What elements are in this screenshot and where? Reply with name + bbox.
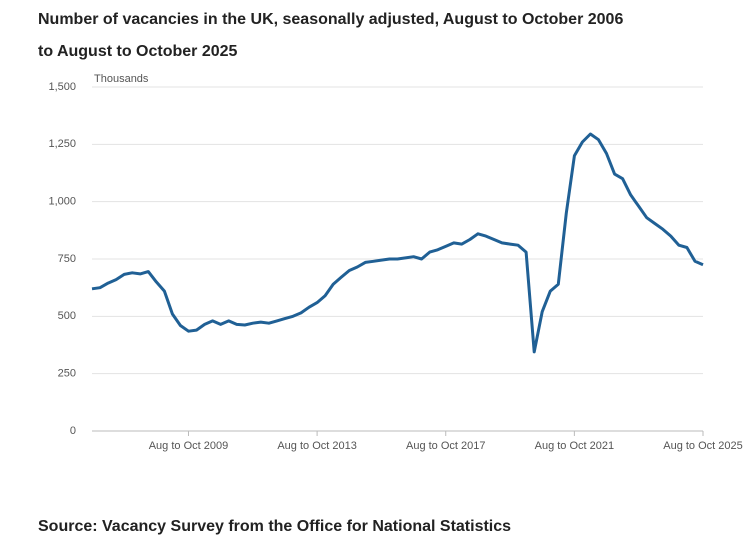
y-axis-label: Thousands <box>94 73 149 85</box>
y-tick-label: 250 <box>58 368 76 380</box>
line <box>91 132 704 354</box>
source: Source: Vacancy Survey from the Office f… <box>38 518 512 535</box>
x-tick-label: Aug to Oct 2017 <box>406 440 486 452</box>
x-tick-label: Aug to Oct 2013 <box>277 440 357 452</box>
y-tick-label: 500 <box>58 310 76 322</box>
x-tick-label: Aug to Oct 2021 <box>535 440 615 452</box>
y-tick-label: 1,250 <box>48 138 76 150</box>
y-tick-label: 1,500 <box>48 81 76 93</box>
y-tick-label: 0 <box>70 425 76 437</box>
x-tick-label: Aug to Oct 2009 <box>149 440 229 452</box>
y-tick-label: 1,000 <box>48 196 76 208</box>
chart-title: Number of vacancies in the UK, seasonall… <box>38 11 624 60</box>
y-tick-label: 750 <box>58 253 76 265</box>
x-tick-label: Aug to Oct 2025 <box>663 440 743 452</box>
